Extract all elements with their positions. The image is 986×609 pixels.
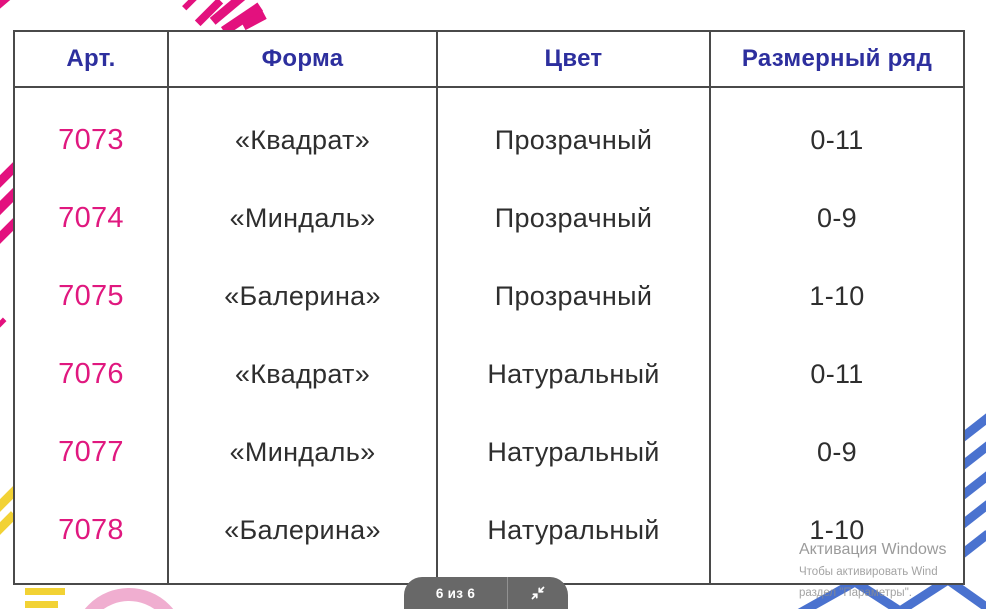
decor-yellow-bar: [25, 601, 58, 608]
column-header-article: Арт.: [15, 32, 167, 88]
shape-cell: «Балерина»: [224, 514, 381, 545]
column-header-size-range: Размерный ряд: [711, 32, 963, 88]
column-article: Арт. 7073 7074 7075 7076 7077 7078: [15, 32, 169, 583]
column-article-cells: 7073 7074 7075 7076 7077 7078: [15, 88, 167, 583]
article-cell: 7075: [58, 279, 124, 312]
decor-pink-stripe: [0, 317, 7, 328]
column-shape: Форма «Квадрат» «Миндаль» «Балерина» «Кв…: [169, 32, 438, 583]
decor-blue-zigzag: [797, 574, 986, 609]
column-color-cells: Прозрачный Прозрачный Прозрачный Натурал…: [438, 88, 709, 583]
color-cell: Прозрачный: [494, 124, 653, 155]
decor-pink-stripe: [0, 0, 13, 10]
size-range-cell: 1-10: [809, 280, 865, 311]
column-header-shape: Форма: [169, 32, 436, 88]
pill-divider: [507, 577, 508, 609]
size-range-cell: 0-11: [810, 358, 864, 389]
product-table: Арт. 7073 7074 7075 7076 7077 7078 Форма…: [13, 30, 965, 585]
color-cell: Натуральный: [487, 358, 660, 389]
color-cell: Натуральный: [487, 514, 660, 545]
size-range-cell: 0-9: [817, 202, 857, 233]
size-range-cell: 0-9: [817, 436, 857, 467]
exit-fullscreen-button[interactable]: [508, 577, 568, 601]
watermark-line2: Чтобы активировать Wind: [799, 566, 938, 578]
page-indicator: 6 из 6: [435, 586, 476, 601]
column-shape-cells: «Квадрат» «Миндаль» «Балерина» «Квадрат»…: [169, 88, 436, 583]
color-cell: Натуральный: [487, 436, 660, 467]
article-cell: 7073: [58, 123, 124, 156]
column-color: Цвет Прозрачный Прозрачный Прозрачный На…: [438, 32, 711, 583]
shape-cell: «Квадрат»: [234, 358, 371, 389]
watermark-title: Активация Windows: [799, 541, 947, 558]
decor-pink-ring: [72, 588, 186, 609]
shape-cell: «Квадрат»: [234, 124, 371, 155]
decor-pink-stripe: [182, 0, 197, 11]
windows-activation-watermark: Активация Windows Чтобы активировать Win…: [799, 541, 986, 599]
size-range-cell: 1-10: [809, 514, 865, 545]
article-cell: 7076: [58, 357, 124, 390]
shape-cell: «Балерина»: [224, 280, 381, 311]
shape-cell: «Миндаль»: [229, 202, 376, 233]
article-cell: 7074: [58, 201, 124, 234]
column-header-color: Цвет: [438, 32, 709, 88]
exit-fullscreen-icon: [531, 586, 545, 600]
article-cell: 7077: [58, 435, 124, 468]
viewer-toolbar-pill[interactable]: 6 из 6: [404, 577, 568, 609]
shape-cell: «Миндаль»: [229, 436, 376, 467]
column-size-range: Размерный ряд 0-11 0-9 1-10 0-11 0-9 1-1…: [711, 32, 963, 583]
decor-yellow-bar: [25, 588, 65, 595]
color-cell: Прозрачный: [494, 280, 653, 311]
color-cell: Прозрачный: [494, 202, 653, 233]
column-size-cells: 0-11 0-9 1-10 0-11 0-9 1-10: [711, 88, 963, 583]
article-cell: 7078: [58, 513, 124, 546]
size-range-cell: 0-11: [810, 124, 864, 155]
watermark-line3: раздел "Параметры".: [799, 587, 912, 599]
